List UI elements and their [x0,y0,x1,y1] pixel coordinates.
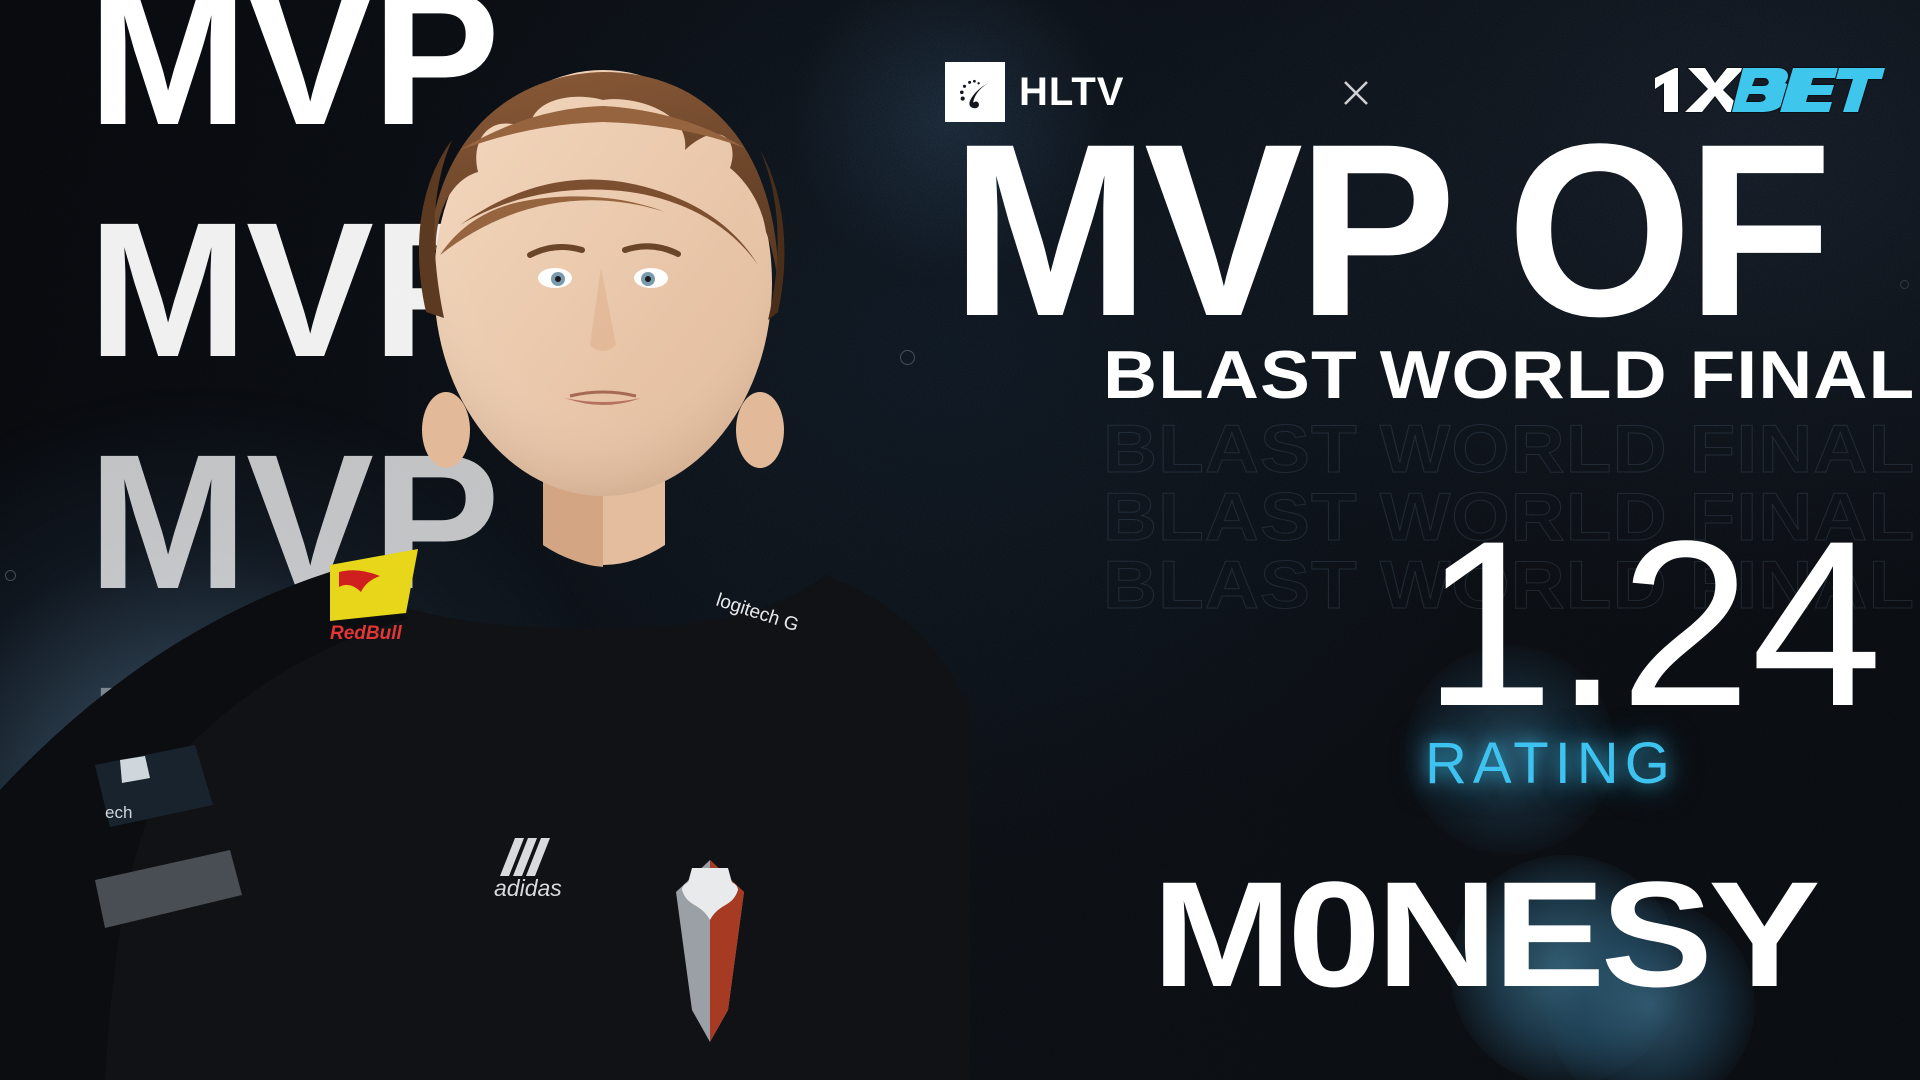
svg-text:RedBull: RedBull [330,623,403,644]
svg-text:ech: ech [105,803,132,822]
svg-text:adidas: adidas [494,875,562,901]
